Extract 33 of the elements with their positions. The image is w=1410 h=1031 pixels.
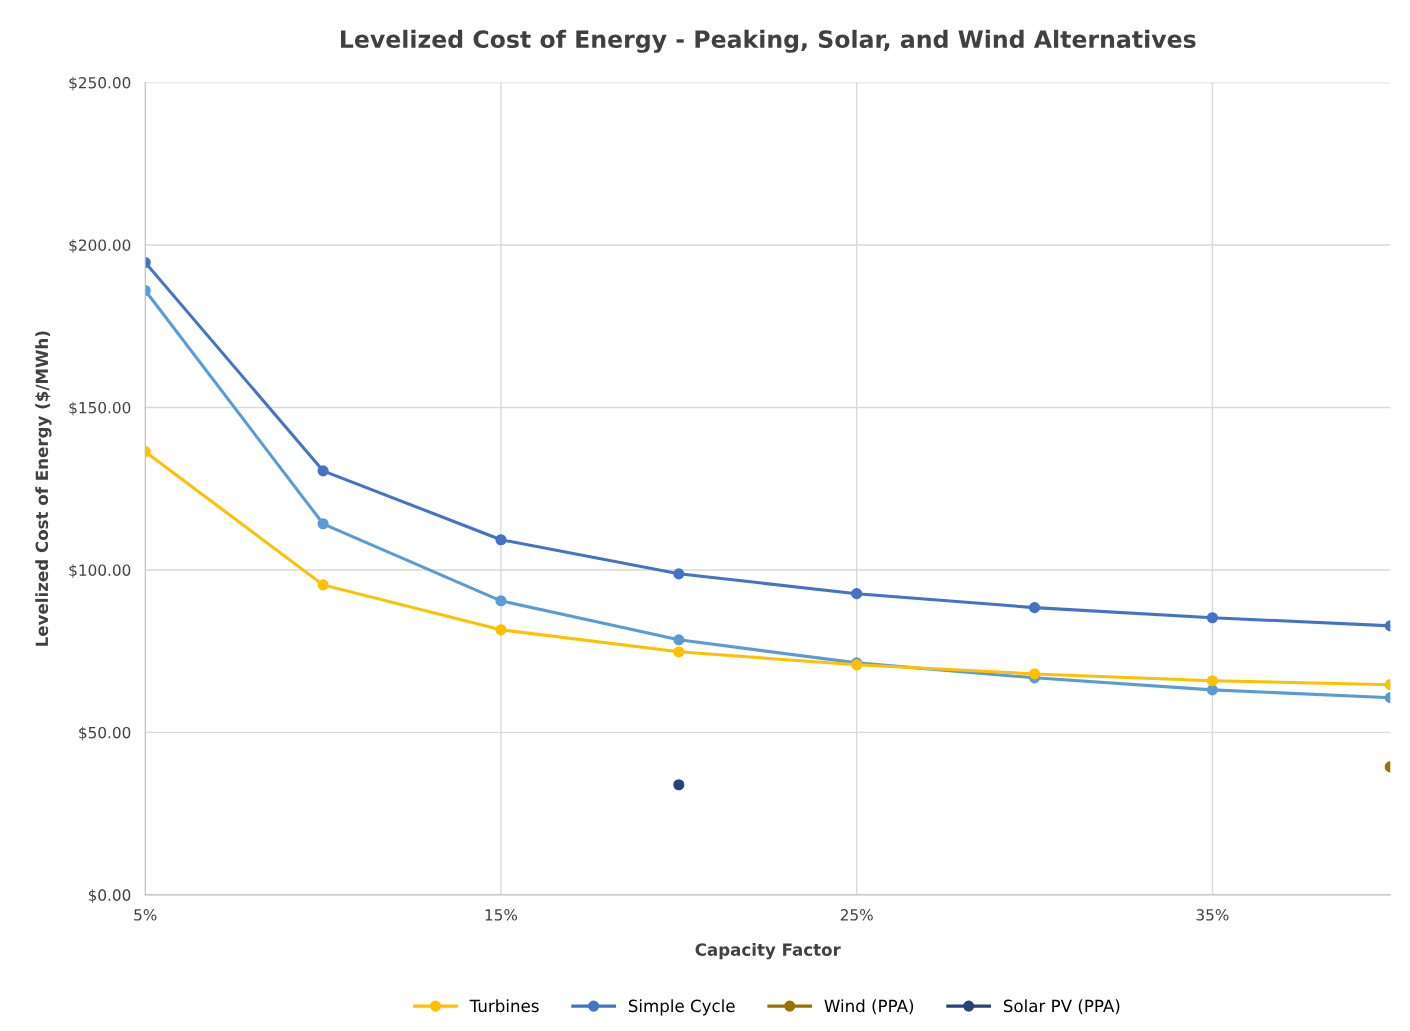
point	[673, 568, 685, 580]
x-tick-label: 35%	[1196, 909, 1229, 921]
legend-label: Solar PV (PPA)	[1003, 999, 1120, 1015]
point	[317, 465, 329, 477]
y-tick-label: $250.00	[69, 76, 131, 91]
point	[1028, 602, 1041, 614]
x-tick-label: 15%	[485, 909, 518, 921]
x-tick-label: 5%	[134, 909, 157, 921]
y-axis-title: Levelized Cost of Energy ($/MWh)	[35, 331, 52, 646]
point	[1206, 684, 1218, 696]
y-tick-label: $100.00	[69, 564, 131, 578]
point	[851, 588, 863, 600]
y-tick-label: $150.00	[69, 401, 131, 416]
y-tick-label: $0.00	[88, 889, 131, 903]
point	[317, 579, 329, 591]
x-axis-title: Capacity Factor	[695, 943, 841, 960]
point	[495, 624, 507, 636]
legend-label: Turbines	[469, 999, 539, 1013]
y-tick-label: $50.00	[79, 726, 131, 741]
point	[673, 634, 685, 646]
point	[317, 518, 329, 530]
y-tick-label: $200.00	[69, 239, 131, 254]
point	[1206, 675, 1218, 687]
legend-label: Simple Cycle	[628, 999, 735, 1016]
legend-label: Wind (PPA)	[824, 999, 914, 1015]
point	[1206, 612, 1218, 624]
point	[495, 534, 507, 546]
point	[673, 779, 685, 791]
point	[1028, 668, 1041, 680]
x-tick-label: 25%	[840, 909, 873, 921]
chart-title: Levelized Cost of Energy - Peaking, Solar, and Wind Alternatives	[340, 29, 1196, 53]
point	[673, 646, 685, 658]
point	[495, 595, 507, 607]
